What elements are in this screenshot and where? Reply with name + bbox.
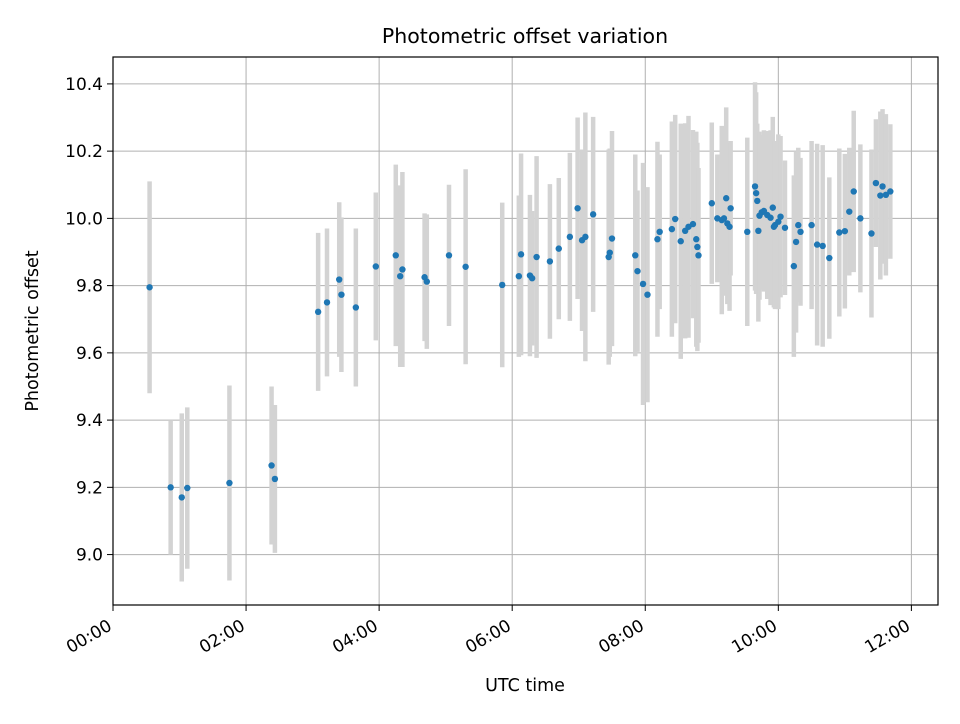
data-point [872, 179, 880, 187]
data-point [399, 266, 406, 273]
y-axis-ticks: 9.0 9.2 9.4 9.6 9.8 10.0 10.2 10.4 [65, 75, 113, 566]
data-point [271, 475, 279, 483]
data-point [566, 233, 574, 241]
data-point [819, 242, 826, 250]
data-point [795, 221, 802, 229]
data-point [857, 215, 864, 222]
data-point [726, 223, 733, 230]
data-point [877, 192, 884, 199]
data-point [708, 200, 715, 207]
data-point [836, 229, 843, 236]
data-point [146, 284, 153, 291]
data-point [695, 252, 702, 259]
y-tick-label: 10.0 [65, 209, 103, 229]
data-point [689, 220, 697, 228]
data-point [813, 241, 821, 248]
y-tick-label: 9.4 [76, 411, 103, 431]
data-point [634, 267, 641, 275]
data-point [392, 252, 399, 259]
data-point [178, 494, 185, 501]
data-point [589, 211, 597, 218]
y-tick-label: 9.0 [76, 546, 103, 566]
y-tick-label: 9.8 [76, 277, 103, 297]
data-point [767, 214, 774, 221]
data-point [744, 228, 751, 236]
data-point [723, 195, 730, 202]
data-point [336, 276, 343, 283]
data-point [752, 189, 760, 197]
data-point [654, 236, 661, 243]
data-point [879, 183, 886, 190]
data-point [777, 213, 784, 220]
y-tick-label: 9.2 [76, 478, 103, 498]
chart-title: Photometric offset variation [382, 24, 668, 48]
data-point [462, 263, 469, 270]
data-point [668, 225, 676, 233]
data-point [677, 238, 684, 245]
y-tick-label: 10.4 [65, 75, 103, 95]
data-point [775, 218, 782, 225]
data-point [887, 188, 894, 195]
data-point [582, 233, 589, 241]
data-point [167, 484, 174, 491]
data-point [727, 205, 734, 212]
data-points [146, 179, 894, 501]
data-point [693, 236, 700, 243]
data-point [720, 215, 728, 222]
data-point [797, 228, 804, 236]
data-point [792, 238, 800, 246]
data-point [671, 215, 679, 223]
data-point [323, 299, 331, 306]
data-point [644, 291, 651, 298]
data-point [841, 227, 849, 235]
data-point [555, 245, 562, 252]
data-point [769, 204, 776, 211]
data-point [314, 308, 322, 316]
data-point [656, 228, 663, 236]
data-point [546, 258, 554, 265]
data-point [574, 205, 581, 212]
data-point [751, 183, 759, 190]
data-point [808, 221, 815, 229]
data-point [882, 191, 890, 199]
data-point [396, 273, 404, 280]
data-point [268, 462, 275, 469]
data-point [850, 188, 857, 195]
data-point [754, 197, 761, 205]
y-axis-label: Photometric offset [23, 250, 43, 411]
y-tick-label: 9.6 [76, 344, 103, 364]
data-point [826, 254, 833, 262]
data-point [632, 252, 639, 259]
data-point [868, 230, 875, 237]
data-point [781, 224, 789, 231]
data-point [608, 235, 616, 242]
data-point [606, 249, 613, 256]
x-axis-label: UTC time [485, 676, 565, 696]
data-point [755, 227, 762, 235]
data-point [639, 280, 647, 288]
data-point [846, 208, 853, 215]
data-point [184, 484, 191, 492]
data-point [226, 479, 233, 487]
data-point [694, 243, 701, 251]
data-point [517, 251, 525, 258]
data-point [338, 291, 345, 298]
data-point [515, 273, 523, 280]
data-point [790, 262, 798, 270]
data-point [372, 263, 380, 270]
data-point [533, 253, 540, 261]
data-point [423, 278, 431, 285]
data-point [528, 275, 536, 282]
data-point [499, 281, 506, 289]
data-point [445, 252, 453, 259]
data-point [352, 304, 360, 311]
y-tick-label: 10.2 [65, 142, 103, 162]
plot-frame [112, 56, 939, 606]
